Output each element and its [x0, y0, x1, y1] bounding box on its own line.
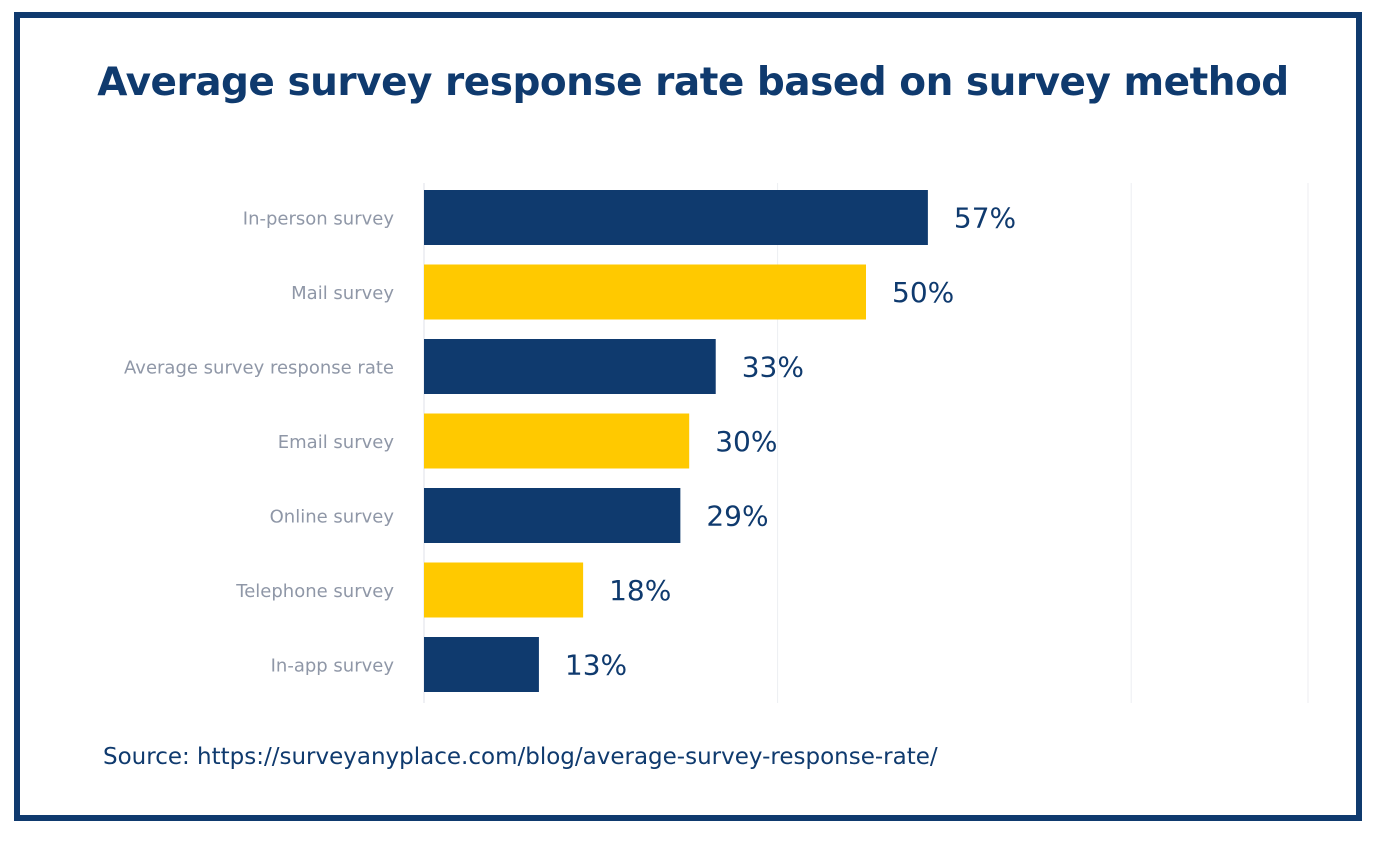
- value-label: 33%: [742, 351, 804, 384]
- bar: [424, 339, 716, 394]
- category-label: Average survey response rate: [124, 358, 394, 379]
- category-label: Mail survey: [291, 283, 394, 304]
- value-label: 57%: [954, 202, 1016, 235]
- category-label: Email survey: [278, 432, 395, 453]
- value-label: 18%: [609, 574, 671, 607]
- category-label: Telephone survey: [235, 581, 394, 602]
- value-label: 50%: [892, 276, 954, 309]
- bar: [424, 190, 928, 245]
- value-label: 13%: [565, 649, 627, 682]
- category-label: In-app survey: [271, 656, 395, 677]
- bar: [424, 413, 690, 469]
- category-label: Online survey: [270, 507, 395, 528]
- category-label: In-person survey: [243, 209, 395, 230]
- bar: [424, 488, 681, 543]
- value-label: 29%: [706, 500, 768, 533]
- value-label: 30%: [715, 425, 777, 458]
- bar: [424, 637, 539, 692]
- source-note: Source: https://surveyanyplace.com/blog/…: [103, 744, 938, 770]
- chart-title: Average survey response rate based on su…: [97, 60, 1289, 105]
- bar: [424, 562, 584, 618]
- bar: [424, 264, 866, 320]
